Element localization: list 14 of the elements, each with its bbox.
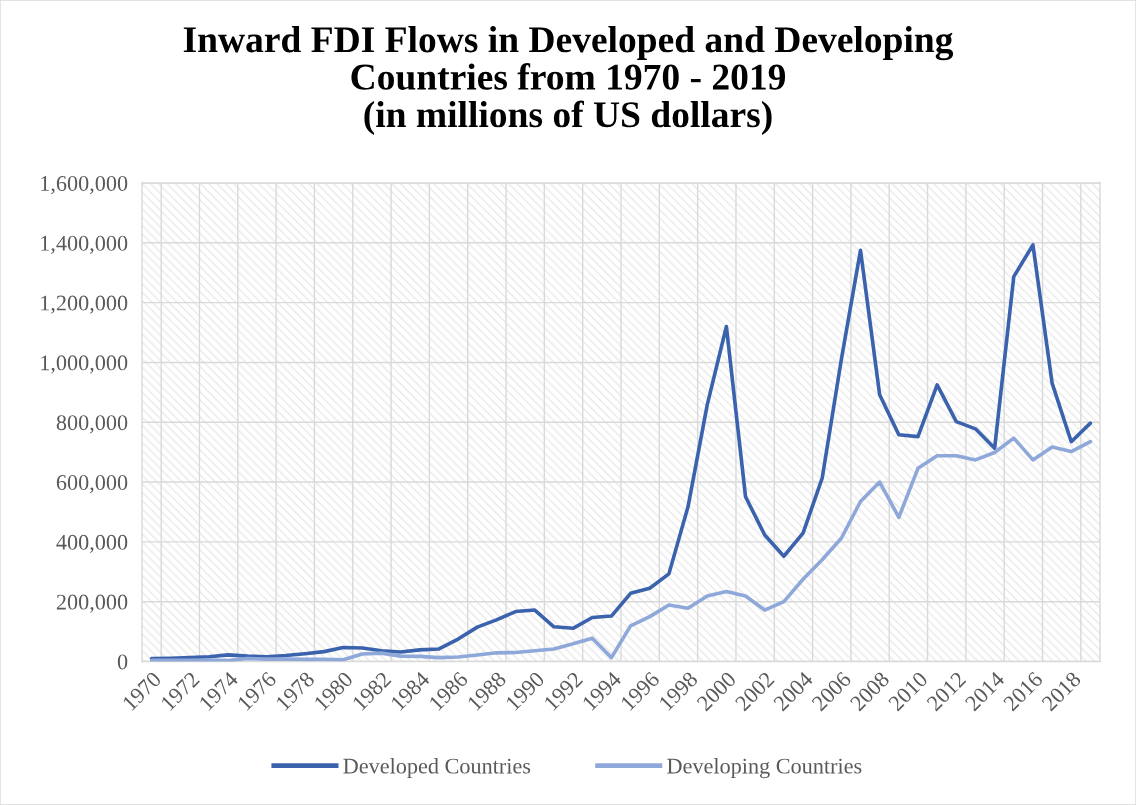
- y-tick-label: 1,600,000: [41, 175, 128, 195]
- y-tick-label: 400,000: [56, 534, 128, 553]
- y-tick-label: 1,200,000: [41, 295, 128, 314]
- y-tick-label: 1,400,000: [41, 235, 128, 254]
- y-tick-label: 1,000,000: [41, 355, 128, 374]
- chart-title: Inward FDI Flows in Developed and Developing Countries from 1970 - 2019 (in millions of US dollars): [183, 26, 954, 135]
- y-tick-label: 600,000: [56, 474, 128, 494]
- line-series: [149, 436, 1093, 662]
- y-tick-label: 800,000: [56, 415, 128, 434]
- line-series: [149, 243, 1093, 661]
- y-tick-label: 200,000: [56, 594, 128, 613]
- y-tick-label: 0: [117, 654, 128, 670]
- legend-label: Developed Countries: [343, 757, 531, 779]
- legend-label: Developing Countries: [667, 757, 862, 779]
